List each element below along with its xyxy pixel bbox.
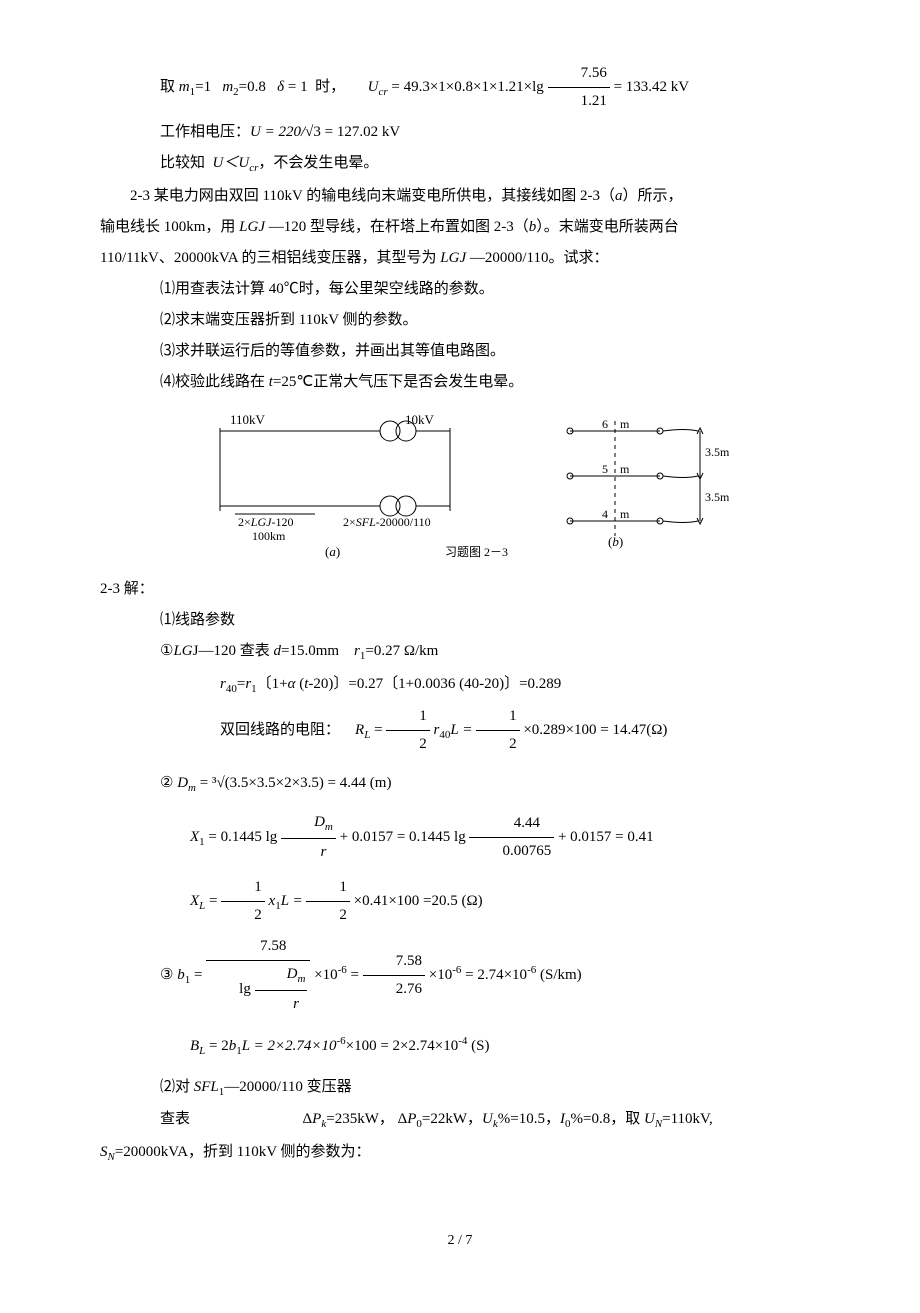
solution-header: 2-3 解：: [100, 576, 820, 603]
question-3: ⑶求并联运行后的等值参数，并画出其等值电路图。: [100, 338, 820, 365]
label-10kv: 10kV: [405, 412, 435, 427]
svg-text:m: m: [620, 507, 630, 521]
problem-2-3-b: 输电线长 100km，用 LGJ ―120 型导线，在杆塔上布置如图 2-3（b…: [100, 214, 820, 241]
svg-text:m: m: [620, 417, 630, 431]
svg-text:5: 5: [602, 462, 608, 476]
part-2-line2: SN=20000kVA，折到 110kV 侧的参数为：: [100, 1139, 820, 1168]
page-number: 2 / 7: [100, 1228, 820, 1253]
line-3: 比较知 U＜Ucr，不会发生电晕。: [100, 150, 820, 179]
s3-1: ③ b1 = 7.58 lg Dm r ×10-6 = 7.58 2.76 ×1…: [100, 933, 820, 1018]
equation-line-1: 取 m1=1 m2=0.8 δ = 1 时， Ucr = 49.3×1×0.8×…: [100, 60, 820, 115]
diagram-2-3: 110kV 10kV 2×LGJ-120 100km 2×SFL-20000/1…: [160, 406, 760, 566]
svg-text:3.5m: 3.5m: [705, 445, 730, 459]
svg-text:(b): (b): [608, 534, 623, 549]
question-2: ⑵求末端变压器折到 110kV 侧的参数。: [100, 307, 820, 334]
svg-text:100km: 100km: [252, 529, 286, 543]
svg-text:(a): (a): [325, 544, 340, 559]
svg-text:3.5m: 3.5m: [705, 490, 730, 504]
svg-text:2×SFL-20000/110: 2×SFL-20000/110: [343, 515, 431, 529]
s2-3: XL = 1 2 x1L = 1 2 ×0.41×100 =20.5 (Ω): [100, 874, 820, 929]
part-2-title: ⑵对 SFL1―20000/110 变压器: [100, 1074, 820, 1103]
s2-2: X1 = 0.1445 lg Dm r + 0.0157 = 0.1445 lg…: [100, 809, 820, 866]
s3-2: BL = 2b1L = 2×2.74×10-6×100 = 2×2.74×10-…: [100, 1032, 820, 1062]
svg-text:4: 4: [602, 507, 608, 521]
problem-2-3-c: 110/11kV、20000kVA 的三相铝线变压器，其型号为 LGJ ―200…: [100, 245, 820, 272]
label-110kv: 110kV: [230, 412, 266, 427]
s1-2: r40=r1〔1+α (t-20)〕=0.27〔1+0.0036 (40-20)…: [100, 671, 820, 700]
s1-1: ①LGJ―120 查表 d=15.0mm r1=0.27 Ω/km: [100, 638, 820, 667]
svg-text:6: 6: [602, 417, 608, 431]
svg-text:m: m: [620, 462, 630, 476]
s1-title: ⑴线路参数: [100, 607, 820, 634]
diagram-caption: 习题图 2－3: [445, 545, 508, 559]
problem-2-3-a: 2-3 某电力网由双回 110kV 的输电线向末端变电所供电，其接线如图 2-3…: [100, 183, 820, 210]
s1-3: 双回线路的电阻： RL = 1 2 r40L = 1 2 ×0.289×100 …: [100, 703, 820, 758]
part-2-line: 查表 ΔPk=235kW， ΔP0=22kW，Uk%=10.5，I0%=0.8，…: [100, 1106, 820, 1135]
equation-line-2: 工作相电压：U = 220/√3 = 127.02 kV: [100, 119, 820, 146]
svg-text:2×LGJ-120: 2×LGJ-120: [238, 515, 293, 529]
question-1: ⑴用查表法计算 40℃时，每公里架空线路的参数。: [100, 276, 820, 303]
question-4: ⑷校验此线路在 t=25℃正常大气压下是否会发生电晕。: [100, 369, 820, 396]
s2-1: ② Dm = ³√(3.5×3.5×2×3.5) = 4.44 (m): [100, 770, 820, 799]
